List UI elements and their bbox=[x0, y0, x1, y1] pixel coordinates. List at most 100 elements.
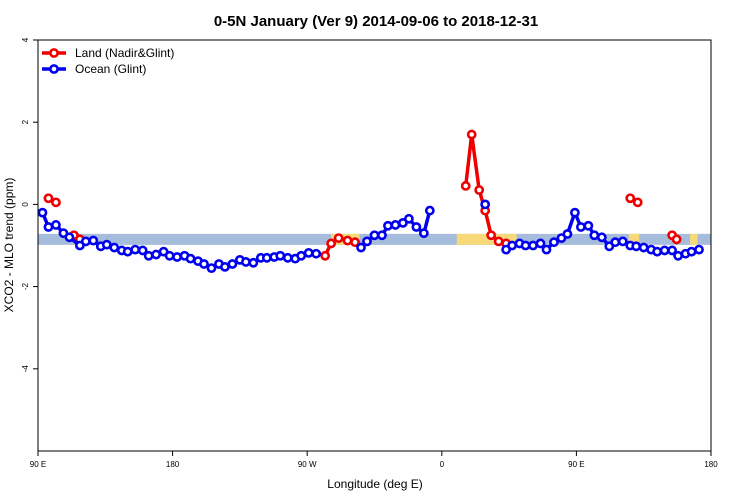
data-point-ocean bbox=[377, 230, 387, 241]
data-point-ocean bbox=[51, 220, 61, 230]
y-tick-label: 0 bbox=[21, 202, 30, 207]
data-point-land bbox=[493, 236, 504, 247]
data-point-ocean bbox=[282, 252, 293, 263]
series-land bbox=[43, 129, 682, 261]
legend: Land (Nadir&Glint) Ocean (Glint) bbox=[42, 46, 174, 76]
data-point-ocean bbox=[275, 250, 286, 261]
x-tick-label: 90 W bbox=[298, 460, 317, 469]
axes: 90 E 180 90 W 0 90 E 180 4 2 0 -2 -4 bbox=[21, 37, 718, 469]
data-point-ocean bbox=[37, 207, 48, 218]
data-point-ocean bbox=[686, 246, 697, 257]
data-point-ocean bbox=[240, 257, 251, 267]
x-tick-label: 90 E bbox=[568, 460, 584, 469]
data-point-ocean bbox=[362, 236, 372, 247]
data-point-ocean bbox=[652, 246, 663, 257]
data-point-ocean bbox=[480, 199, 491, 210]
data-point-ocean bbox=[143, 250, 154, 261]
data-point-land bbox=[51, 197, 61, 208]
data-point-land bbox=[460, 181, 471, 191]
y-axis-label: XCO2 - MLO trend (ppm) bbox=[2, 178, 16, 313]
data-point-ocean bbox=[562, 229, 573, 239]
x-axis-label: Longitude (deg E) bbox=[327, 477, 422, 491]
data-point-land bbox=[320, 250, 331, 261]
data-point-land bbox=[625, 193, 636, 204]
data-point-ocean bbox=[383, 220, 393, 231]
data-point-ocean bbox=[356, 242, 366, 253]
data-point-ocean bbox=[130, 244, 141, 255]
data-point-ocean bbox=[390, 220, 401, 230]
data-point-ocean bbox=[583, 220, 594, 231]
legend-label-ocean: Ocean (Glint) bbox=[75, 62, 146, 76]
data-point-land bbox=[466, 129, 477, 140]
data-point-ocean bbox=[137, 245, 148, 256]
data-point-ocean bbox=[520, 240, 531, 251]
data-point-ocean bbox=[369, 230, 380, 241]
data-point-ocean bbox=[403, 213, 414, 224]
data-point-ocean bbox=[507, 240, 517, 251]
data-point-ocean bbox=[122, 246, 133, 257]
data-point-ocean bbox=[596, 232, 607, 243]
data-point-land bbox=[671, 234, 682, 245]
data-point-ocean bbox=[638, 242, 649, 253]
x-tick-label: 0 bbox=[440, 460, 445, 469]
data-point-land bbox=[326, 238, 337, 249]
data-point-ocean bbox=[673, 250, 683, 261]
data-point-ocean bbox=[694, 244, 704, 255]
data-point-ocean bbox=[311, 248, 322, 259]
data-point-ocean bbox=[631, 241, 642, 252]
data-point-ocean bbox=[43, 222, 54, 232]
data-point-ocean bbox=[101, 239, 112, 250]
legend-marker-ocean bbox=[49, 64, 59, 74]
data-point-ocean bbox=[570, 207, 580, 218]
data-point-ocean bbox=[659, 245, 670, 256]
data-point-ocean bbox=[411, 222, 422, 232]
data-series bbox=[37, 129, 704, 274]
plot-frame bbox=[37, 39, 712, 452]
data-point-ocean bbox=[424, 205, 435, 216]
x-tick-label: 180 bbox=[704, 460, 718, 469]
data-point-land bbox=[333, 233, 344, 244]
x-tick-label: 90 E bbox=[30, 460, 46, 469]
legend-entry-ocean: Ocean (Glint) bbox=[42, 62, 146, 76]
x-tick-label: 180 bbox=[166, 460, 180, 469]
series-line-land bbox=[463, 132, 507, 246]
data-point-land bbox=[342, 235, 353, 246]
series-ocean bbox=[37, 199, 704, 274]
data-point-ocean bbox=[261, 252, 272, 263]
data-point-ocean bbox=[296, 250, 307, 261]
y-tick-label: 2 bbox=[21, 119, 30, 124]
y-tick-label: -4 bbox=[21, 365, 30, 373]
data-point-land bbox=[486, 230, 497, 241]
data-point-land bbox=[350, 237, 360, 248]
legend-marker-land bbox=[49, 48, 59, 58]
legend-entry-land: Land (Nadir&Glint) bbox=[42, 46, 174, 60]
data-point-ocean bbox=[610, 237, 621, 248]
data-point-land bbox=[632, 197, 643, 208]
data-point-ocean bbox=[667, 245, 678, 256]
data-point-ocean bbox=[172, 252, 182, 262]
data-point-ocean bbox=[575, 222, 586, 232]
data-point-ocean bbox=[220, 261, 230, 272]
data-point-ocean bbox=[151, 249, 162, 260]
data-point-ocean bbox=[528, 240, 538, 251]
data-point-ocean bbox=[535, 238, 546, 249]
data-point-ocean bbox=[549, 237, 559, 248]
data-point-ocean bbox=[248, 257, 259, 268]
data-point-land bbox=[474, 185, 485, 195]
data-point-ocean bbox=[88, 235, 99, 246]
data-point-ocean bbox=[303, 247, 314, 258]
data-point-ocean bbox=[80, 236, 91, 247]
data-point-ocean bbox=[64, 232, 75, 243]
y-tick-label: -2 bbox=[21, 282, 30, 290]
data-point-ocean bbox=[109, 242, 120, 253]
data-point-ocean bbox=[617, 236, 628, 247]
data-point-ocean bbox=[418, 228, 429, 239]
data-point-ocean bbox=[164, 250, 175, 261]
data-point-ocean bbox=[589, 230, 600, 241]
data-point-ocean bbox=[541, 244, 552, 255]
data-point-ocean bbox=[206, 263, 217, 274]
data-point-land bbox=[43, 193, 54, 204]
chart-title: 0-5N January (Ver 9) 2014-09-06 to 2018-… bbox=[214, 13, 538, 30]
y-tick-label: 4 bbox=[21, 37, 30, 42]
